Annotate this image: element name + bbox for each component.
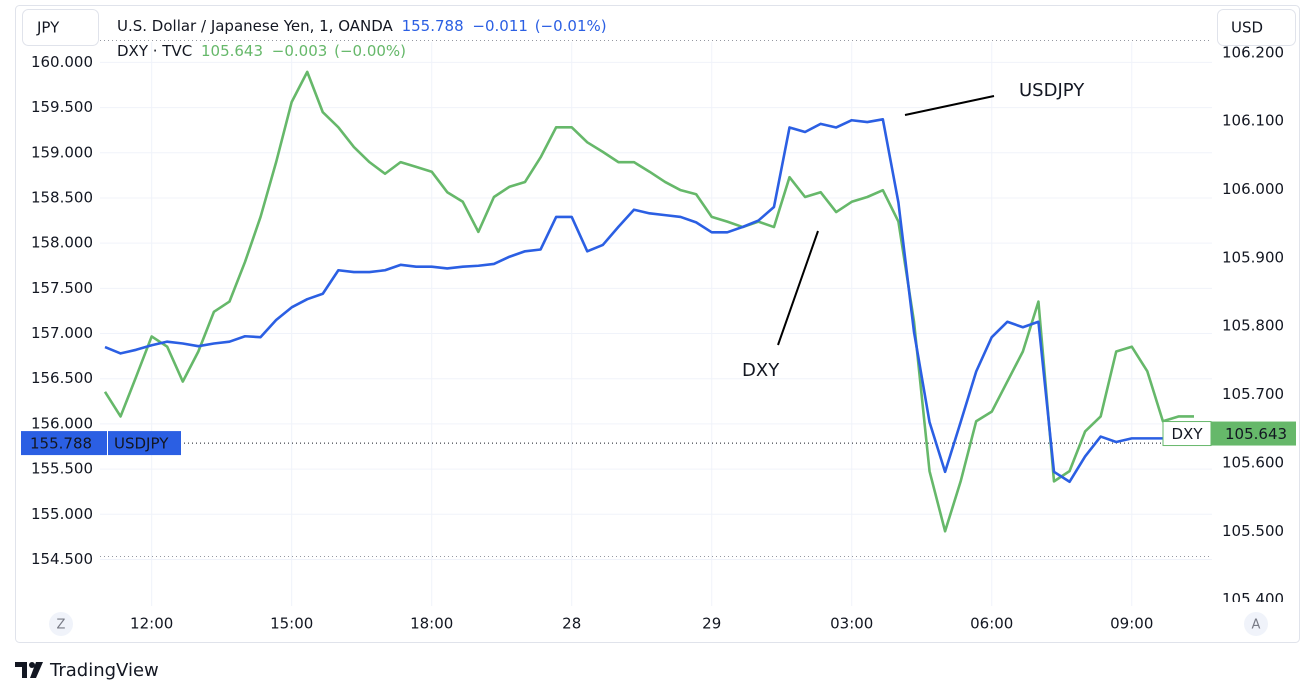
grid xyxy=(100,42,1212,606)
series-tag xyxy=(1162,421,1212,447)
series-line xyxy=(104,118,1179,484)
y-tick-label: 157.000 xyxy=(31,324,93,342)
y-unit: JPY xyxy=(36,19,60,37)
legend-change: −0.011 xyxy=(472,17,528,35)
y-axis: 154.500 155.000 155.500 156.000 156.500 157.0… xyxy=(31,53,93,568)
y2-tick-label: 105.600 xyxy=(1222,453,1284,471)
y-tick-label: 158.500 xyxy=(31,188,93,206)
legend-last: 155.788 xyxy=(402,17,464,35)
x-tick-label: 03:00 xyxy=(830,615,873,633)
scale-button[interactable] xyxy=(1244,612,1268,636)
y2-tick-label: 106.100 xyxy=(1222,112,1284,130)
legend-usdjpy: U.S. Dollar / Japanese Yen, 1, OANDA 155… xyxy=(117,17,607,35)
x-tick-label: 12:00 xyxy=(130,615,173,633)
annotation: DXY xyxy=(742,360,780,381)
x-tick-label: 09:00 xyxy=(1110,615,1153,633)
series-tag-name: DXY xyxy=(1172,425,1204,443)
legend-dxy: DXY · TVC 105.643 −0.003 (−0.00%) xyxy=(117,42,406,60)
y-tick-label: 154.500 xyxy=(31,550,93,568)
y2-tick-label: 106.200 xyxy=(1222,43,1284,61)
y-tick-label: 158.000 xyxy=(31,234,93,252)
y2-axis: 105.400 105.500 105.600 105.700 105.800 105.9… xyxy=(1222,43,1284,608)
y2-unit-button[interactable] xyxy=(1217,9,1296,46)
y-tick-label: 155.000 xyxy=(31,505,93,523)
brand-logo xyxy=(15,662,43,678)
y-tick-label: 156.000 xyxy=(31,414,93,432)
y2-tick-label: 105.700 xyxy=(1222,385,1284,403)
x-tick-label: 29 xyxy=(702,615,721,633)
y-tick-label: 159.500 xyxy=(31,98,93,116)
y2-tick-label: 105.900 xyxy=(1222,248,1284,266)
plot xyxy=(103,70,1194,533)
x-tick-label: 15:00 xyxy=(270,615,313,633)
annotation-arrow xyxy=(777,230,819,346)
series-tag xyxy=(108,431,181,456)
legend-title: U.S. Dollar / Japanese Yen, 1, OANDA xyxy=(117,17,394,35)
x-tick-label: 06:00 xyxy=(970,615,1013,633)
legend-title: DXY · TVC xyxy=(117,42,192,60)
annotation: USDJPY xyxy=(1019,80,1085,101)
price-tags: 155.788 USDJPY DXY 105.643 xyxy=(21,421,1296,456)
y-tick-label: 157.500 xyxy=(31,279,93,297)
y-tick-label: 155.500 xyxy=(31,460,93,478)
scale-button-label: A xyxy=(1252,618,1261,633)
price-tag-label: 105.643 xyxy=(1225,425,1287,443)
series-line xyxy=(103,70,1194,533)
y-unit-button[interactable] xyxy=(22,9,99,46)
x-tick-label: 28 xyxy=(562,615,581,633)
scale-button-label: Z xyxy=(57,618,66,633)
price-tag-label: 155.788 xyxy=(30,435,92,453)
series-tag-name: USDJPY xyxy=(114,435,169,453)
y2-tick-label: 105.500 xyxy=(1222,522,1284,540)
brand: TradingView xyxy=(49,660,159,681)
y2-tick-label: 105.400 xyxy=(1222,590,1284,608)
legend-change: −0.003 xyxy=(272,42,328,60)
y2-tick-label: 106.000 xyxy=(1222,180,1284,198)
scale-button[interactable] xyxy=(49,612,73,636)
price-tag xyxy=(21,431,107,456)
price-tag xyxy=(1211,421,1296,446)
legend-change-percent: (−0.00%) xyxy=(334,42,406,60)
annotation-arrow xyxy=(904,95,995,116)
x-axis: 12:00 15:00 18:00 28 29 03:00 06:00 09:00 xyxy=(130,615,1153,633)
y-tick-label: 159.000 xyxy=(31,143,93,161)
legend-last: 105.643 xyxy=(201,42,263,60)
y2-unit: USD xyxy=(1231,19,1263,37)
y2-tick-label: 105.800 xyxy=(1222,317,1284,335)
legend-change-percent: (−0.01%) xyxy=(535,17,607,35)
x-tick-label: 18:00 xyxy=(410,615,453,633)
y-tick-label: 156.500 xyxy=(31,369,93,387)
y-tick-label: 160.000 xyxy=(31,53,93,71)
chart-frame xyxy=(15,5,1300,643)
